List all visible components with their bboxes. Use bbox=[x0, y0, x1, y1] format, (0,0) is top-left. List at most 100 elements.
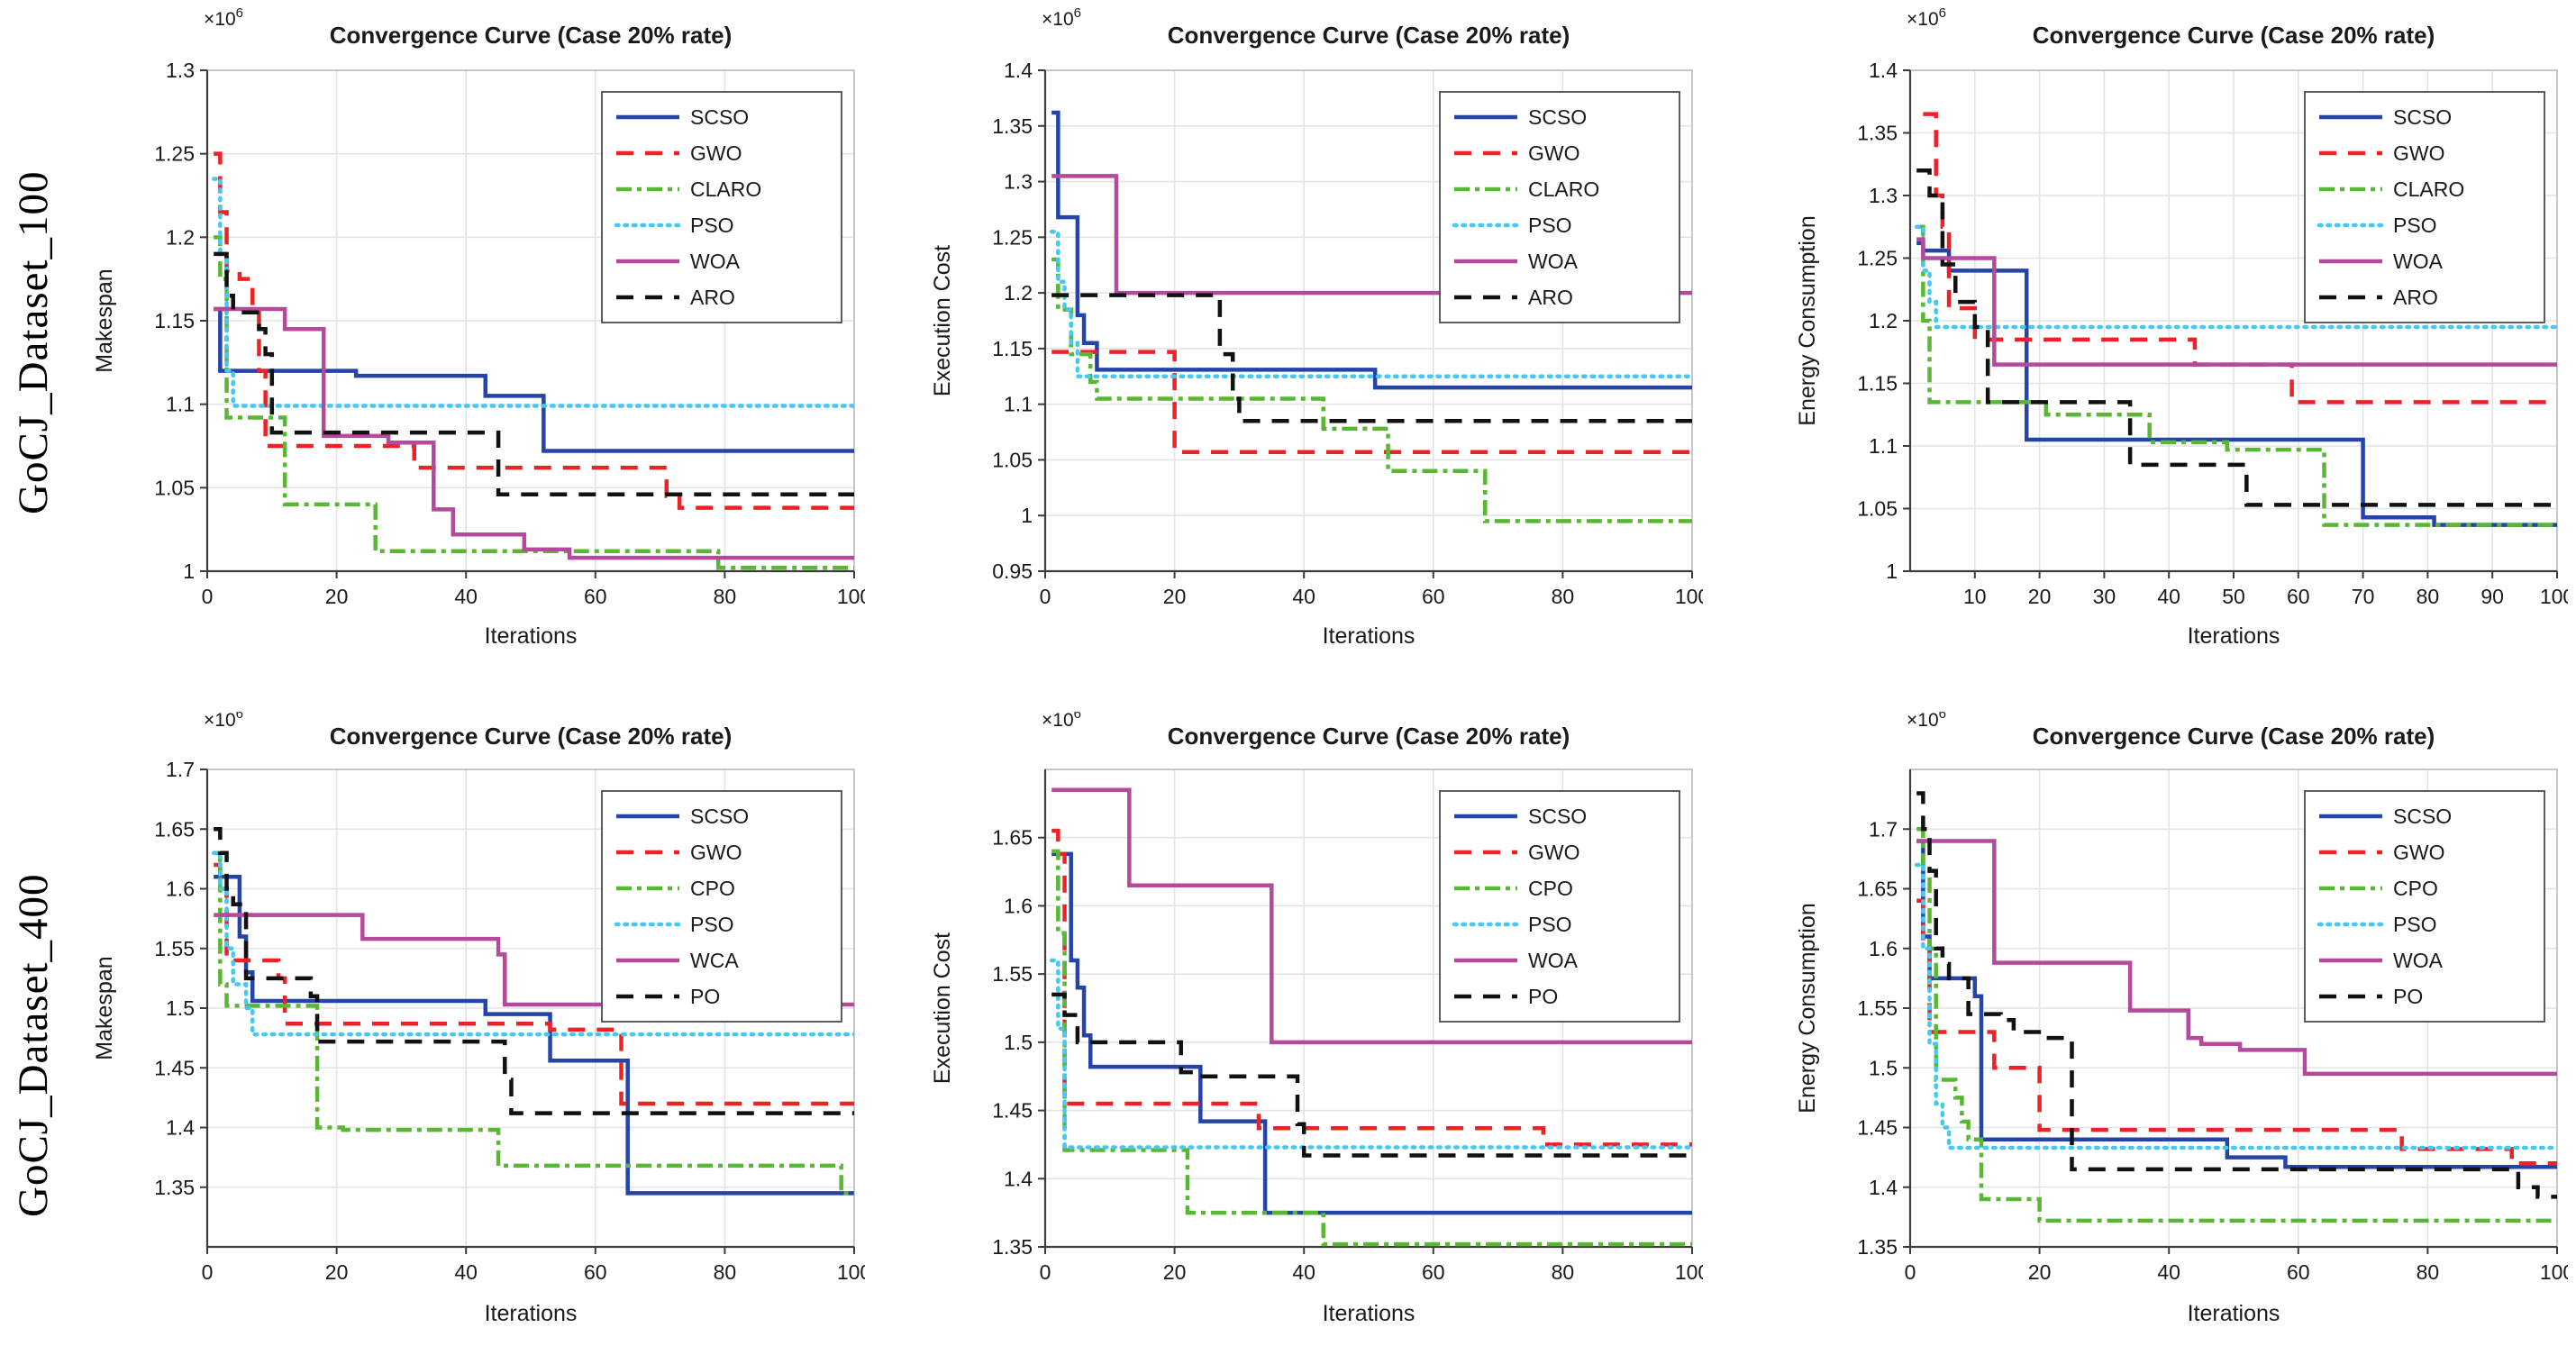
tick-labels: 0.95 1 1.05 1.1 1.15 1.2 1.25 1.3 1.35 1.4 0 20 40 60… bbox=[992, 59, 1703, 608]
svg-text:0: 0 bbox=[202, 1260, 214, 1284]
chart-canvas: 1.35 1.4 1.45 1.5 1.55 1.6 1.65 1.7 0 20 40 60 80 100… bbox=[1795, 712, 2568, 1326]
svg-text:0.95: 0.95 bbox=[992, 559, 1033, 583]
legend-label-pso: PSO bbox=[2393, 214, 2437, 237]
svg-text:80: 80 bbox=[2417, 585, 2440, 608]
svg-text:1.4: 1.4 bbox=[1004, 1167, 1033, 1190]
legend-label-scso: SCSO bbox=[690, 805, 749, 828]
legend-label-scso: SCSO bbox=[1528, 805, 1587, 828]
legend-label-woa: WOA bbox=[1528, 250, 1579, 273]
series-pso bbox=[211, 850, 854, 1037]
subplot-makespan-400: 1.35 1.4 1.45 1.5 1.55 1.6 1.65 1.7 0 20 40 60 80 100… bbox=[54, 712, 865, 1355]
svg-text:1.6: 1.6 bbox=[1869, 937, 1898, 960]
tick-marks bbox=[1038, 69, 1693, 578]
series-pso bbox=[1914, 862, 2557, 1150]
svg-text:1.1: 1.1 bbox=[166, 393, 195, 416]
series-aro bbox=[1916, 168, 2557, 507]
legend-label-woa: WOA bbox=[2393, 250, 2444, 273]
series-po bbox=[214, 827, 854, 1115]
svg-text:1.3: 1.3 bbox=[166, 59, 195, 82]
svg-text:40: 40 bbox=[454, 1260, 478, 1284]
legend-label-wca: WCA bbox=[690, 949, 739, 972]
svg-text:80: 80 bbox=[2417, 1260, 2440, 1284]
legend-label-scso: SCSO bbox=[2393, 805, 2452, 828]
y-axis-scale-label: ×106 bbox=[204, 712, 243, 731]
legend-label-gwo: GWO bbox=[2393, 841, 2445, 864]
legend-label-scso: SCSO bbox=[690, 105, 749, 129]
svg-text:0: 0 bbox=[202, 585, 214, 608]
legend-label-gwo: GWO bbox=[2393, 141, 2445, 165]
series-group bbox=[1914, 791, 2557, 1223]
series-cpo bbox=[214, 850, 854, 1196]
svg-text:1.15: 1.15 bbox=[154, 309, 195, 332]
legend-label-gwo: GWO bbox=[1528, 841, 1580, 864]
svg-text:40: 40 bbox=[1292, 1260, 1315, 1284]
legend-label-gwo: GWO bbox=[1528, 141, 1580, 165]
svg-text:1.5: 1.5 bbox=[1869, 1056, 1898, 1079]
svg-text:100: 100 bbox=[2540, 585, 2568, 608]
series-woa bbox=[1051, 174, 1692, 296]
y-axis-scale-label: ×106 bbox=[1907, 5, 1946, 30]
svg-text:80: 80 bbox=[1552, 585, 1575, 608]
svg-text:1.3: 1.3 bbox=[1869, 184, 1898, 207]
series-aro bbox=[214, 251, 854, 496]
legend-label-gwo: GWO bbox=[690, 841, 742, 864]
svg-text:20: 20 bbox=[325, 1260, 349, 1284]
series-pso bbox=[1049, 958, 1692, 1150]
series-scso bbox=[214, 306, 854, 453]
series-po bbox=[1051, 992, 1692, 1158]
series-po bbox=[1916, 791, 2557, 1199]
legend: SCSO GWO CPO PSO WCA PO bbox=[601, 790, 842, 1023]
svg-text:1: 1 bbox=[1886, 559, 1898, 583]
svg-text:1.05: 1.05 bbox=[1857, 497, 1898, 521]
legend-label-aro: ARO bbox=[690, 286, 735, 309]
svg-text:1.65: 1.65 bbox=[154, 817, 195, 841]
legend-label-po: PO bbox=[1528, 985, 1558, 1008]
legend-label-woa: WOA bbox=[1528, 949, 1579, 972]
series-woa bbox=[1051, 787, 1692, 1045]
legend-label-scso: SCSO bbox=[1528, 105, 1587, 129]
x-axis-label: Iterations bbox=[1323, 623, 1415, 649]
svg-text:1.2: 1.2 bbox=[166, 225, 195, 249]
y-axis-scale-label: ×106 bbox=[1042, 5, 1081, 30]
svg-text:1.4: 1.4 bbox=[1869, 1176, 1898, 1199]
svg-text:1.1: 1.1 bbox=[1004, 393, 1033, 416]
tick-marks bbox=[1038, 836, 1693, 1254]
svg-text:1.05: 1.05 bbox=[992, 448, 1033, 471]
series-gwo bbox=[1916, 898, 2557, 1166]
legend-label-scso: SCSO bbox=[2393, 105, 2452, 129]
tick-labels: 1.35 1.4 1.45 1.5 1.55 1.6 1.65 1.7 0 20 40 60 80 100 bbox=[154, 758, 865, 1284]
series-claro bbox=[1916, 224, 2557, 527]
y-axis-scale-label: ×106 bbox=[1042, 712, 1081, 731]
x-axis-label: Iterations bbox=[485, 623, 578, 649]
tick-labels: 1.35 1.4 1.45 1.5 1.55 1.6 1.65 1.7 0 20 40 60 80 100 bbox=[1857, 817, 2568, 1284]
chart-title: Convergence Curve (Case 20% rate) bbox=[2033, 723, 2435, 750]
legend-label-woa: WOA bbox=[690, 250, 741, 273]
series-scso bbox=[1051, 851, 1692, 1215]
svg-text:40: 40 bbox=[2157, 1260, 2180, 1284]
svg-text:70: 70 bbox=[2352, 585, 2375, 608]
svg-text:20: 20 bbox=[1163, 585, 1187, 608]
series-aro bbox=[1051, 293, 1692, 423]
svg-text:1.1: 1.1 bbox=[1869, 434, 1898, 458]
svg-text:20: 20 bbox=[325, 585, 349, 608]
legend-label-gwo: GWO bbox=[690, 141, 742, 165]
svg-text:1.3: 1.3 bbox=[1004, 170, 1033, 194]
svg-text:1.2: 1.2 bbox=[1004, 281, 1033, 305]
svg-text:1.25: 1.25 bbox=[154, 142, 195, 166]
legend-label-claro: CLARO bbox=[2393, 177, 2464, 201]
svg-text:30: 30 bbox=[2093, 585, 2116, 608]
svg-text:20: 20 bbox=[2028, 1260, 2052, 1284]
svg-text:20: 20 bbox=[1163, 1260, 1187, 1284]
tick-marks bbox=[200, 768, 855, 1254]
tick-marks bbox=[200, 69, 855, 578]
legend-label-claro: CLARO bbox=[1528, 177, 1599, 201]
legend-label-woa: WOA bbox=[2393, 949, 2444, 972]
svg-text:90: 90 bbox=[2480, 585, 2504, 608]
x-axis-label: Iterations bbox=[2188, 623, 2280, 649]
svg-text:1.55: 1.55 bbox=[154, 937, 195, 960]
svg-text:80: 80 bbox=[714, 1260, 737, 1284]
chart-canvas: 1 1.05 1.1 1.15 1.2 1.25 1.3 0 20 40 60 80 100 ×106 Co… bbox=[92, 5, 865, 649]
svg-text:1.25: 1.25 bbox=[992, 225, 1033, 249]
chart-canvas: 1 1.05 1.1 1.15 1.2 1.25 1.3 1.35 1.4 10 20 30 40 50 6… bbox=[1795, 5, 2568, 649]
svg-text:1.65: 1.65 bbox=[992, 826, 1033, 850]
